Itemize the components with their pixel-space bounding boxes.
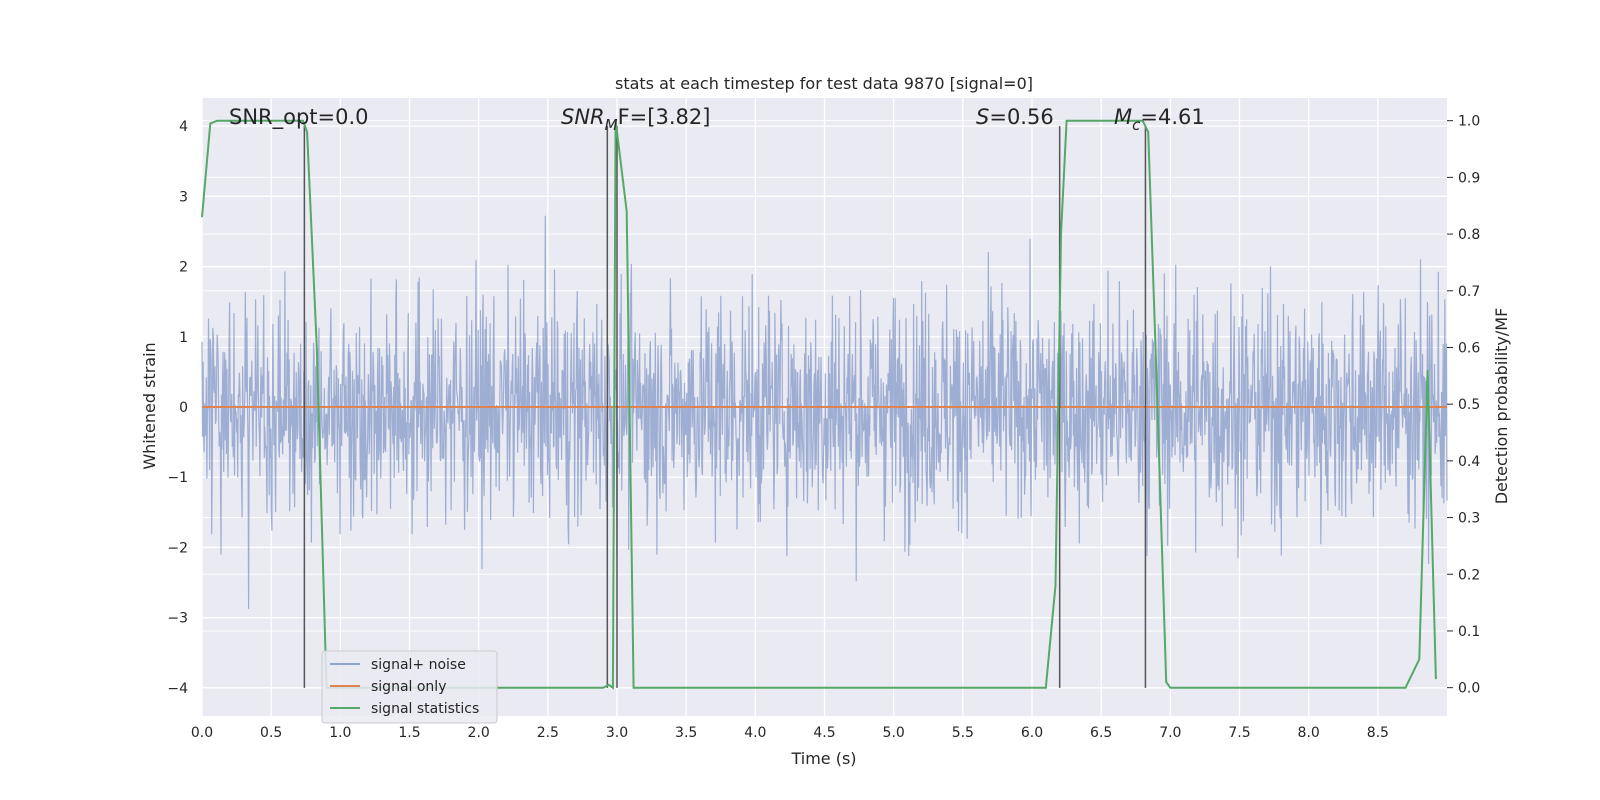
legend: signal+ noise signal only signal statist…	[321, 650, 498, 724]
x-tick-label: 4.0	[744, 725, 766, 741]
annotation-snr-mf-sub: M	[605, 116, 618, 134]
legend-label-signal-noise: signal+ noise	[371, 657, 466, 673]
legend-label-signal-only: signal only	[371, 679, 446, 695]
y-right-tick-label: 0.8	[1458, 227, 1480, 243]
y-tick-label: 0	[179, 400, 188, 416]
y-tick-label: −1	[167, 470, 188, 486]
y-tick-label: −3	[167, 611, 188, 627]
axes-group: 0.0 0.5 1.0 1.5 2.0 2.5 3.0 3.5 4.0 4.5 5.0 5.5 6.0 6…	[167, 114, 1480, 741]
x-tick-label: 3.0	[606, 725, 628, 741]
x-tick-label: 1.5	[398, 725, 420, 741]
annotation-mc-sub: c	[1132, 116, 1141, 134]
chart-marks	[201, 119, 1447, 690]
x-tick-label: 8.5	[1367, 725, 1389, 741]
y-right-tick-label: 0.3	[1458, 511, 1480, 527]
x-tick-label: 2.5	[537, 725, 559, 741]
annotation-mc-rest: =4.61	[1140, 105, 1204, 129]
annotation-snr-mf: SNRMF=[3.82]	[561, 105, 710, 134]
y-right-tick-label: 0.9	[1458, 170, 1480, 186]
y-axis-label: Whitened strain	[140, 342, 159, 469]
y-right-tick-label: 0.4	[1458, 454, 1480, 470]
x-tick-label: 6.5	[1090, 725, 1112, 741]
annotation-s: S=0.56	[976, 105, 1054, 129]
x-tick-label: 0.0	[191, 725, 213, 741]
y-right-tick-label: 0.0	[1458, 681, 1480, 697]
y-axis-right-label: Detection probability/MF	[1492, 308, 1511, 505]
y-tick-label: −2	[167, 540, 188, 556]
annotation-snr-opt: SNR_opt=0.0	[229, 105, 369, 130]
x-tick-label: 1.0	[329, 725, 351, 741]
y-tick-label: 4	[179, 119, 188, 135]
y-tick-label: 2	[179, 260, 188, 276]
x-tick-label: 0.5	[260, 725, 282, 741]
legend-box	[321, 650, 498, 724]
y-tick-label: 1	[179, 330, 188, 346]
x-tick-label: 3.5	[675, 725, 697, 741]
annotation-s-rest: =0.56	[989, 105, 1053, 129]
y-right-tick-label: 1.0	[1458, 114, 1480, 130]
annotation-snr-mf-rest: F=[3.82]	[618, 105, 711, 129]
annotation-mc: Mc=4.61	[1114, 105, 1205, 134]
chart-title: stats at each timestep for test data 987…	[615, 74, 1033, 93]
y-right-tick-label: 0.5	[1458, 397, 1480, 413]
annotation-snr-mf-base: SNR	[561, 105, 605, 129]
x-tick-label: 5.5	[952, 725, 974, 741]
legend-label-signal-statistics: signal statistics	[371, 701, 479, 717]
x-tick-label: 4.5	[813, 725, 835, 741]
annotation-s-base: S	[976, 105, 989, 129]
noise-series-layer	[201, 215, 1448, 609]
x-tick-label: 2.0	[468, 725, 490, 741]
x-tick-label: 6.0	[1021, 725, 1043, 741]
y-right-tick-label: 0.6	[1458, 340, 1480, 356]
series-signal-statistics	[201, 119, 1437, 690]
y-tick-label: 3	[179, 189, 188, 205]
x-tick-label: 5.0	[883, 725, 905, 741]
y-tick-label: −4	[167, 681, 188, 697]
x-tick-label: 7.0	[1159, 725, 1181, 741]
annotation-mc-base: M	[1114, 105, 1132, 129]
x-tick-label: 8.0	[1298, 725, 1320, 741]
y-right-tick-label: 0.7	[1458, 284, 1480, 300]
x-tick-label: 7.5	[1228, 725, 1250, 741]
series-signal-noise	[201, 215, 1448, 609]
x-axis-label: Time (s)	[790, 749, 856, 768]
y-right-tick-label: 0.1	[1458, 624, 1480, 640]
y-right-tick-label: 0.2	[1458, 567, 1480, 583]
